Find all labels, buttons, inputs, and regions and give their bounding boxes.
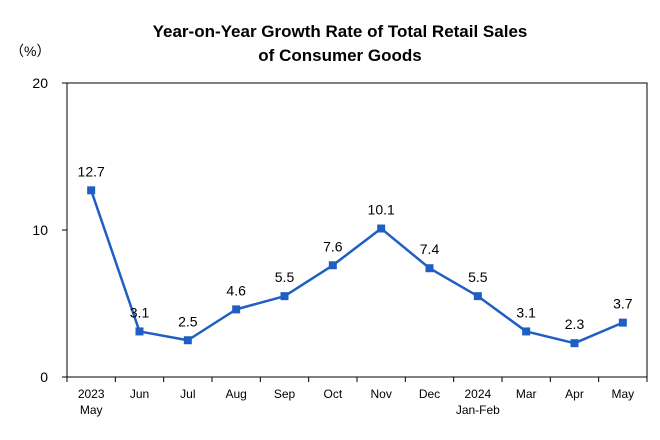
x-tick-label: Nov: [370, 387, 391, 401]
data-point-marker: [183, 336, 192, 345]
data-point-marker: [425, 264, 434, 273]
x-tick-label: Mar: [516, 387, 537, 401]
y-tick-label: 0: [40, 369, 48, 385]
x-tick-label: Dec: [419, 387, 440, 401]
x-tick-label: Oct: [323, 387, 342, 401]
data-label: 3.1: [130, 304, 150, 320]
x-tick-label: Sep: [274, 387, 296, 401]
y-axis-unit-label: （%）: [10, 43, 50, 59]
series-growth-rate: 12.7 3.1 2.5 4.6 5.5 7.6 10.1 7.4 5.5 3.1 2.3 3.7: [78, 163, 633, 348]
data-label: 10.1: [368, 202, 395, 218]
data-label: 2.5: [178, 313, 198, 329]
data-label: 5.5: [275, 269, 295, 285]
y-axis-ticks: 0 10 20: [32, 75, 67, 385]
data-label: 5.5: [468, 269, 488, 285]
chart-title-line-2: of Consumer Goods: [258, 46, 421, 65]
data-label: 4.6: [226, 282, 246, 298]
x-tick-label: 2024: [464, 387, 491, 401]
chart-title-line-1: Year-on-Year Growth Rate of Total Retail…: [153, 22, 528, 41]
data-label: 7.6: [323, 238, 343, 254]
data-point-marker: [618, 318, 627, 327]
data-point-marker: [87, 186, 96, 195]
data-label: 3.1: [516, 304, 536, 320]
data-point-marker: [135, 327, 144, 336]
x-axis-ticks: 2023 May Jun Jul Aug Sep Oct Nov Dec 2024 Jan-Feb M…: [66, 377, 648, 417]
data-label: 12.7: [78, 163, 105, 179]
x-tick-label: Aug: [225, 387, 246, 401]
data-label: 3.7: [613, 296, 633, 312]
x-tick-label: Apr: [565, 387, 584, 401]
series-line: [89, 189, 624, 345]
x-tick-label: Jul: [180, 387, 195, 401]
x-tick-label: May: [611, 387, 634, 401]
data-point-marker: [232, 305, 241, 314]
x-tick-label: 2023: [78, 387, 105, 401]
data-point-marker: [377, 224, 386, 233]
y-tick-label: 20: [32, 75, 48, 91]
data-point-marker: [328, 261, 337, 270]
data-label: 2.3: [565, 316, 585, 332]
data-point-marker: [280, 292, 289, 301]
y-tick-label: 10: [32, 222, 48, 238]
data-point-marker: [522, 327, 531, 336]
data-point-marker: [570, 339, 579, 348]
x-tick-label: Jun: [130, 387, 149, 401]
data-point-marker: [473, 292, 482, 301]
x-tick-label: May: [80, 403, 103, 417]
data-label: 7.4: [420, 241, 440, 257]
x-tick-label: Jan-Feb: [456, 403, 500, 417]
